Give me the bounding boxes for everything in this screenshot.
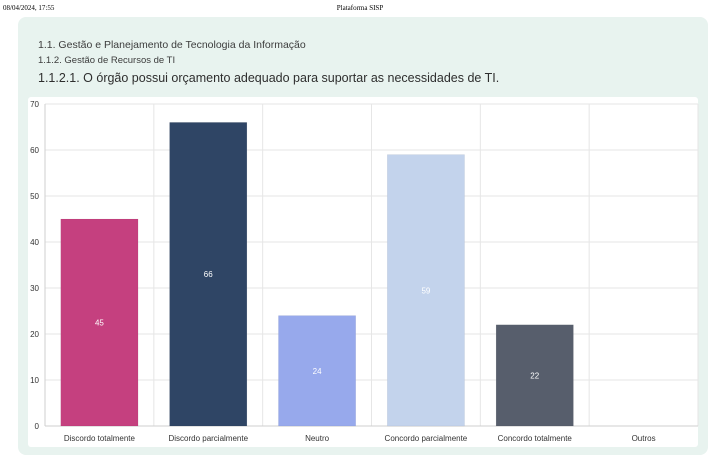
x-category-label: Concordo totalmente: [498, 434, 573, 443]
y-tick-label: 20: [30, 330, 39, 339]
x-category-label: Neutro: [305, 434, 330, 443]
print-header: 08/04/2024, 17:55 Plataforma SISP: [0, 0, 720, 16]
bar: [169, 122, 248, 427]
chart-plot-area: [28, 97, 698, 447]
y-tick-label: 30: [30, 284, 39, 293]
breadcrumb-level2: 1.1.2. Gestão de Recursos de TI: [38, 55, 176, 66]
x-category-label: Discordo parcialmente: [168, 434, 248, 443]
y-tick-label: 0: [35, 422, 40, 431]
bar: [495, 324, 574, 427]
print-title: Plataforma SISP: [336, 4, 384, 12]
bar-data-label: 22: [530, 371, 539, 380]
y-tick-label: 10: [30, 376, 39, 385]
x-category-label: Discordo totalmente: [64, 434, 136, 443]
question-title: 1.1.2.1. O órgão possui orçamento adequa…: [38, 71, 500, 85]
bar-data-label: 45: [95, 319, 104, 328]
bar: [60, 218, 139, 427]
bar: [387, 154, 465, 427]
bar-data-label: 24: [313, 367, 322, 376]
x-category-label: Outros: [632, 434, 656, 443]
bar: [278, 315, 356, 427]
breadcrumb-level1: 1.1. Gestão e Planejamento de Tecnologia…: [38, 39, 306, 51]
y-tick-label: 60: [30, 146, 39, 155]
y-tick-label: 40: [30, 238, 39, 247]
y-tick-label: 70: [30, 100, 39, 109]
bar-data-label: 66: [204, 270, 213, 279]
x-category-label: Concordo parcialmente: [385, 434, 468, 443]
bar-data-label: 59: [421, 286, 430, 295]
y-tick-label: 50: [30, 192, 39, 201]
print-datetime: 08/04/2024, 17:55: [3, 4, 55, 12]
